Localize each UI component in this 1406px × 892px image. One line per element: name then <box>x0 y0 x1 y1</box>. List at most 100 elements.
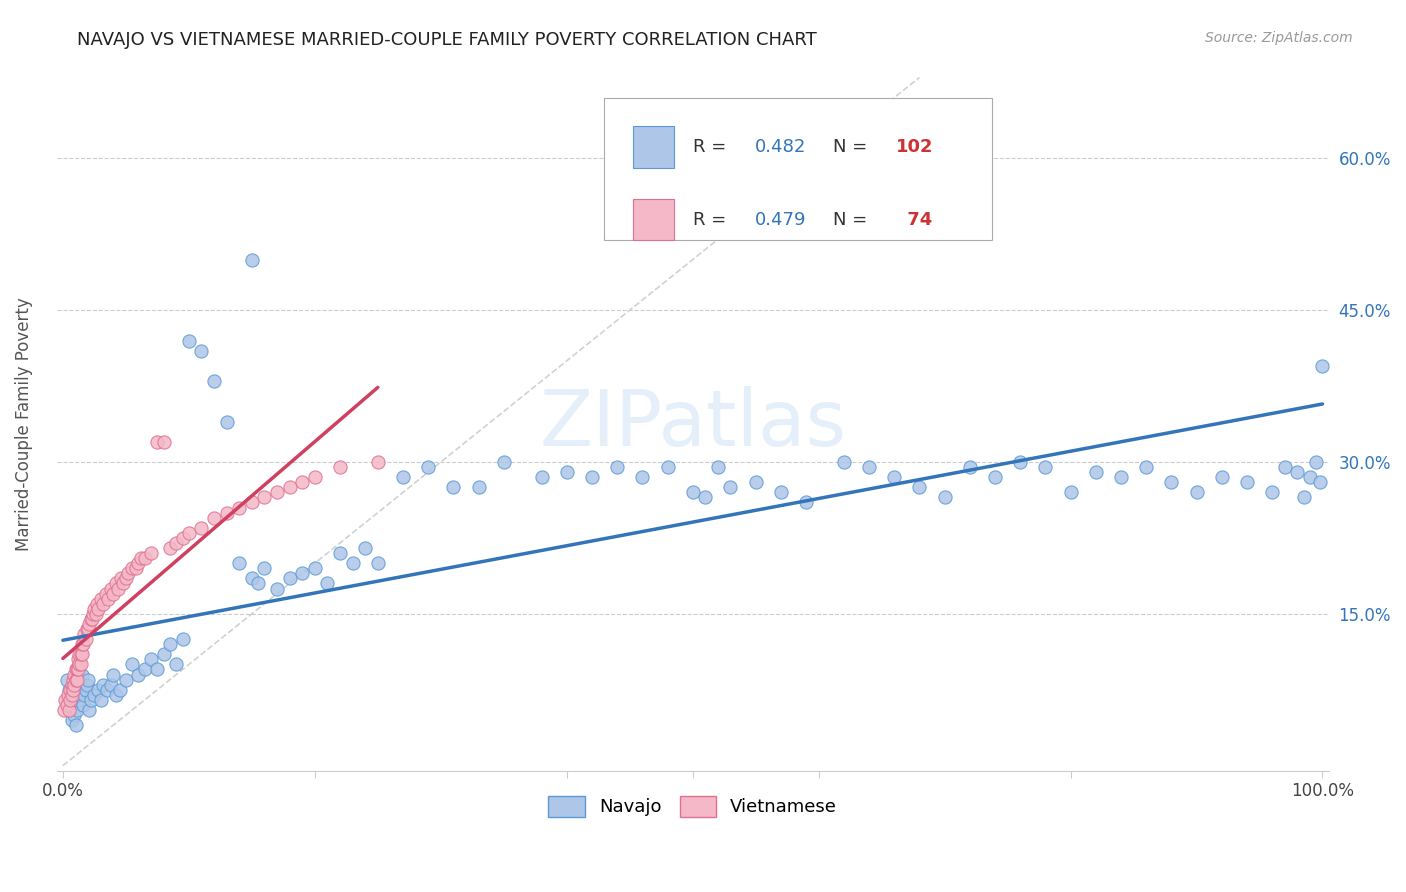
Point <box>69 678 91 692</box>
Text: 102: 102 <box>896 137 934 156</box>
Point <box>190 343 212 358</box>
Point <box>90 693 112 707</box>
Point <box>807 141 830 155</box>
Point <box>63 708 86 723</box>
Point <box>934 491 956 505</box>
Point <box>56 688 79 702</box>
Point <box>1059 485 1081 500</box>
Point <box>1109 470 1132 484</box>
Point <box>291 475 314 490</box>
Point <box>744 475 766 490</box>
Point <box>278 571 301 585</box>
Point <box>367 556 389 570</box>
Point <box>69 657 91 672</box>
Point <box>139 546 162 560</box>
Point <box>202 374 225 388</box>
Point <box>152 648 174 662</box>
Point <box>177 334 200 348</box>
Legend: Navajo, Vietnamese: Navajo, Vietnamese <box>541 789 844 824</box>
Point <box>266 582 288 596</box>
Point <box>530 470 553 484</box>
Point <box>1084 465 1107 479</box>
Point <box>121 657 143 672</box>
Point <box>266 485 288 500</box>
Point <box>55 698 77 712</box>
Point <box>69 648 91 662</box>
Point <box>59 682 82 697</box>
Point <box>858 460 880 475</box>
Point <box>190 521 212 535</box>
Point <box>91 597 114 611</box>
Point <box>253 491 276 505</box>
Point <box>291 566 314 581</box>
Point <box>134 663 156 677</box>
Point <box>115 571 138 585</box>
Point <box>134 551 156 566</box>
Point <box>1299 470 1322 484</box>
Point <box>96 682 118 697</box>
Point <box>240 571 263 585</box>
Point <box>418 460 440 475</box>
Point <box>82 607 104 621</box>
Point <box>56 693 79 707</box>
Point <box>86 597 108 611</box>
Point <box>60 713 83 727</box>
Point <box>103 586 125 600</box>
Point <box>165 657 187 672</box>
Point <box>682 485 704 500</box>
Point <box>367 455 389 469</box>
Point <box>581 470 603 484</box>
Point <box>76 622 98 636</box>
Text: ZIPatlas: ZIPatlas <box>538 386 846 462</box>
Point <box>467 480 489 494</box>
Point <box>342 556 364 570</box>
Point <box>657 460 679 475</box>
Point <box>228 556 250 570</box>
Point <box>59 703 82 717</box>
Point <box>121 561 143 575</box>
Point <box>55 693 77 707</box>
Point <box>1211 470 1233 484</box>
Point <box>165 536 187 550</box>
Point <box>90 591 112 606</box>
Point <box>70 648 93 662</box>
Point <box>1035 460 1057 475</box>
Point <box>1185 485 1208 500</box>
Text: NAVAJO VS VIETNAMESE MARRIED-COUPLE FAMILY POVERTY CORRELATION CHART: NAVAJO VS VIETNAMESE MARRIED-COUPLE FAMI… <box>77 31 817 49</box>
Bar <box>633 126 673 168</box>
Point <box>79 616 101 631</box>
Point <box>984 470 1007 484</box>
Text: R =: R = <box>693 211 731 228</box>
Point <box>66 703 89 717</box>
Point <box>707 460 730 475</box>
Point <box>1305 455 1327 469</box>
Point <box>329 546 352 560</box>
Point <box>1135 460 1157 475</box>
Point <box>146 663 169 677</box>
Point <box>80 612 103 626</box>
Point <box>115 673 138 687</box>
Point <box>240 252 263 267</box>
Point <box>62 682 84 697</box>
Point <box>1160 475 1182 490</box>
Point <box>127 667 149 681</box>
Point <box>146 434 169 449</box>
Point <box>278 480 301 494</box>
Point <box>79 693 101 707</box>
Point <box>215 415 238 429</box>
Text: 74: 74 <box>901 211 932 228</box>
Point <box>108 682 131 697</box>
Point <box>65 673 87 687</box>
Point <box>100 678 122 692</box>
Point <box>117 566 139 581</box>
Point <box>62 673 84 687</box>
Text: N =: N = <box>832 137 873 156</box>
Point <box>127 556 149 570</box>
Point <box>304 470 326 484</box>
Point <box>329 460 352 475</box>
Point <box>1274 460 1296 475</box>
Point <box>392 470 415 484</box>
Point <box>215 506 238 520</box>
Point <box>1292 491 1315 505</box>
Point <box>67 648 90 662</box>
